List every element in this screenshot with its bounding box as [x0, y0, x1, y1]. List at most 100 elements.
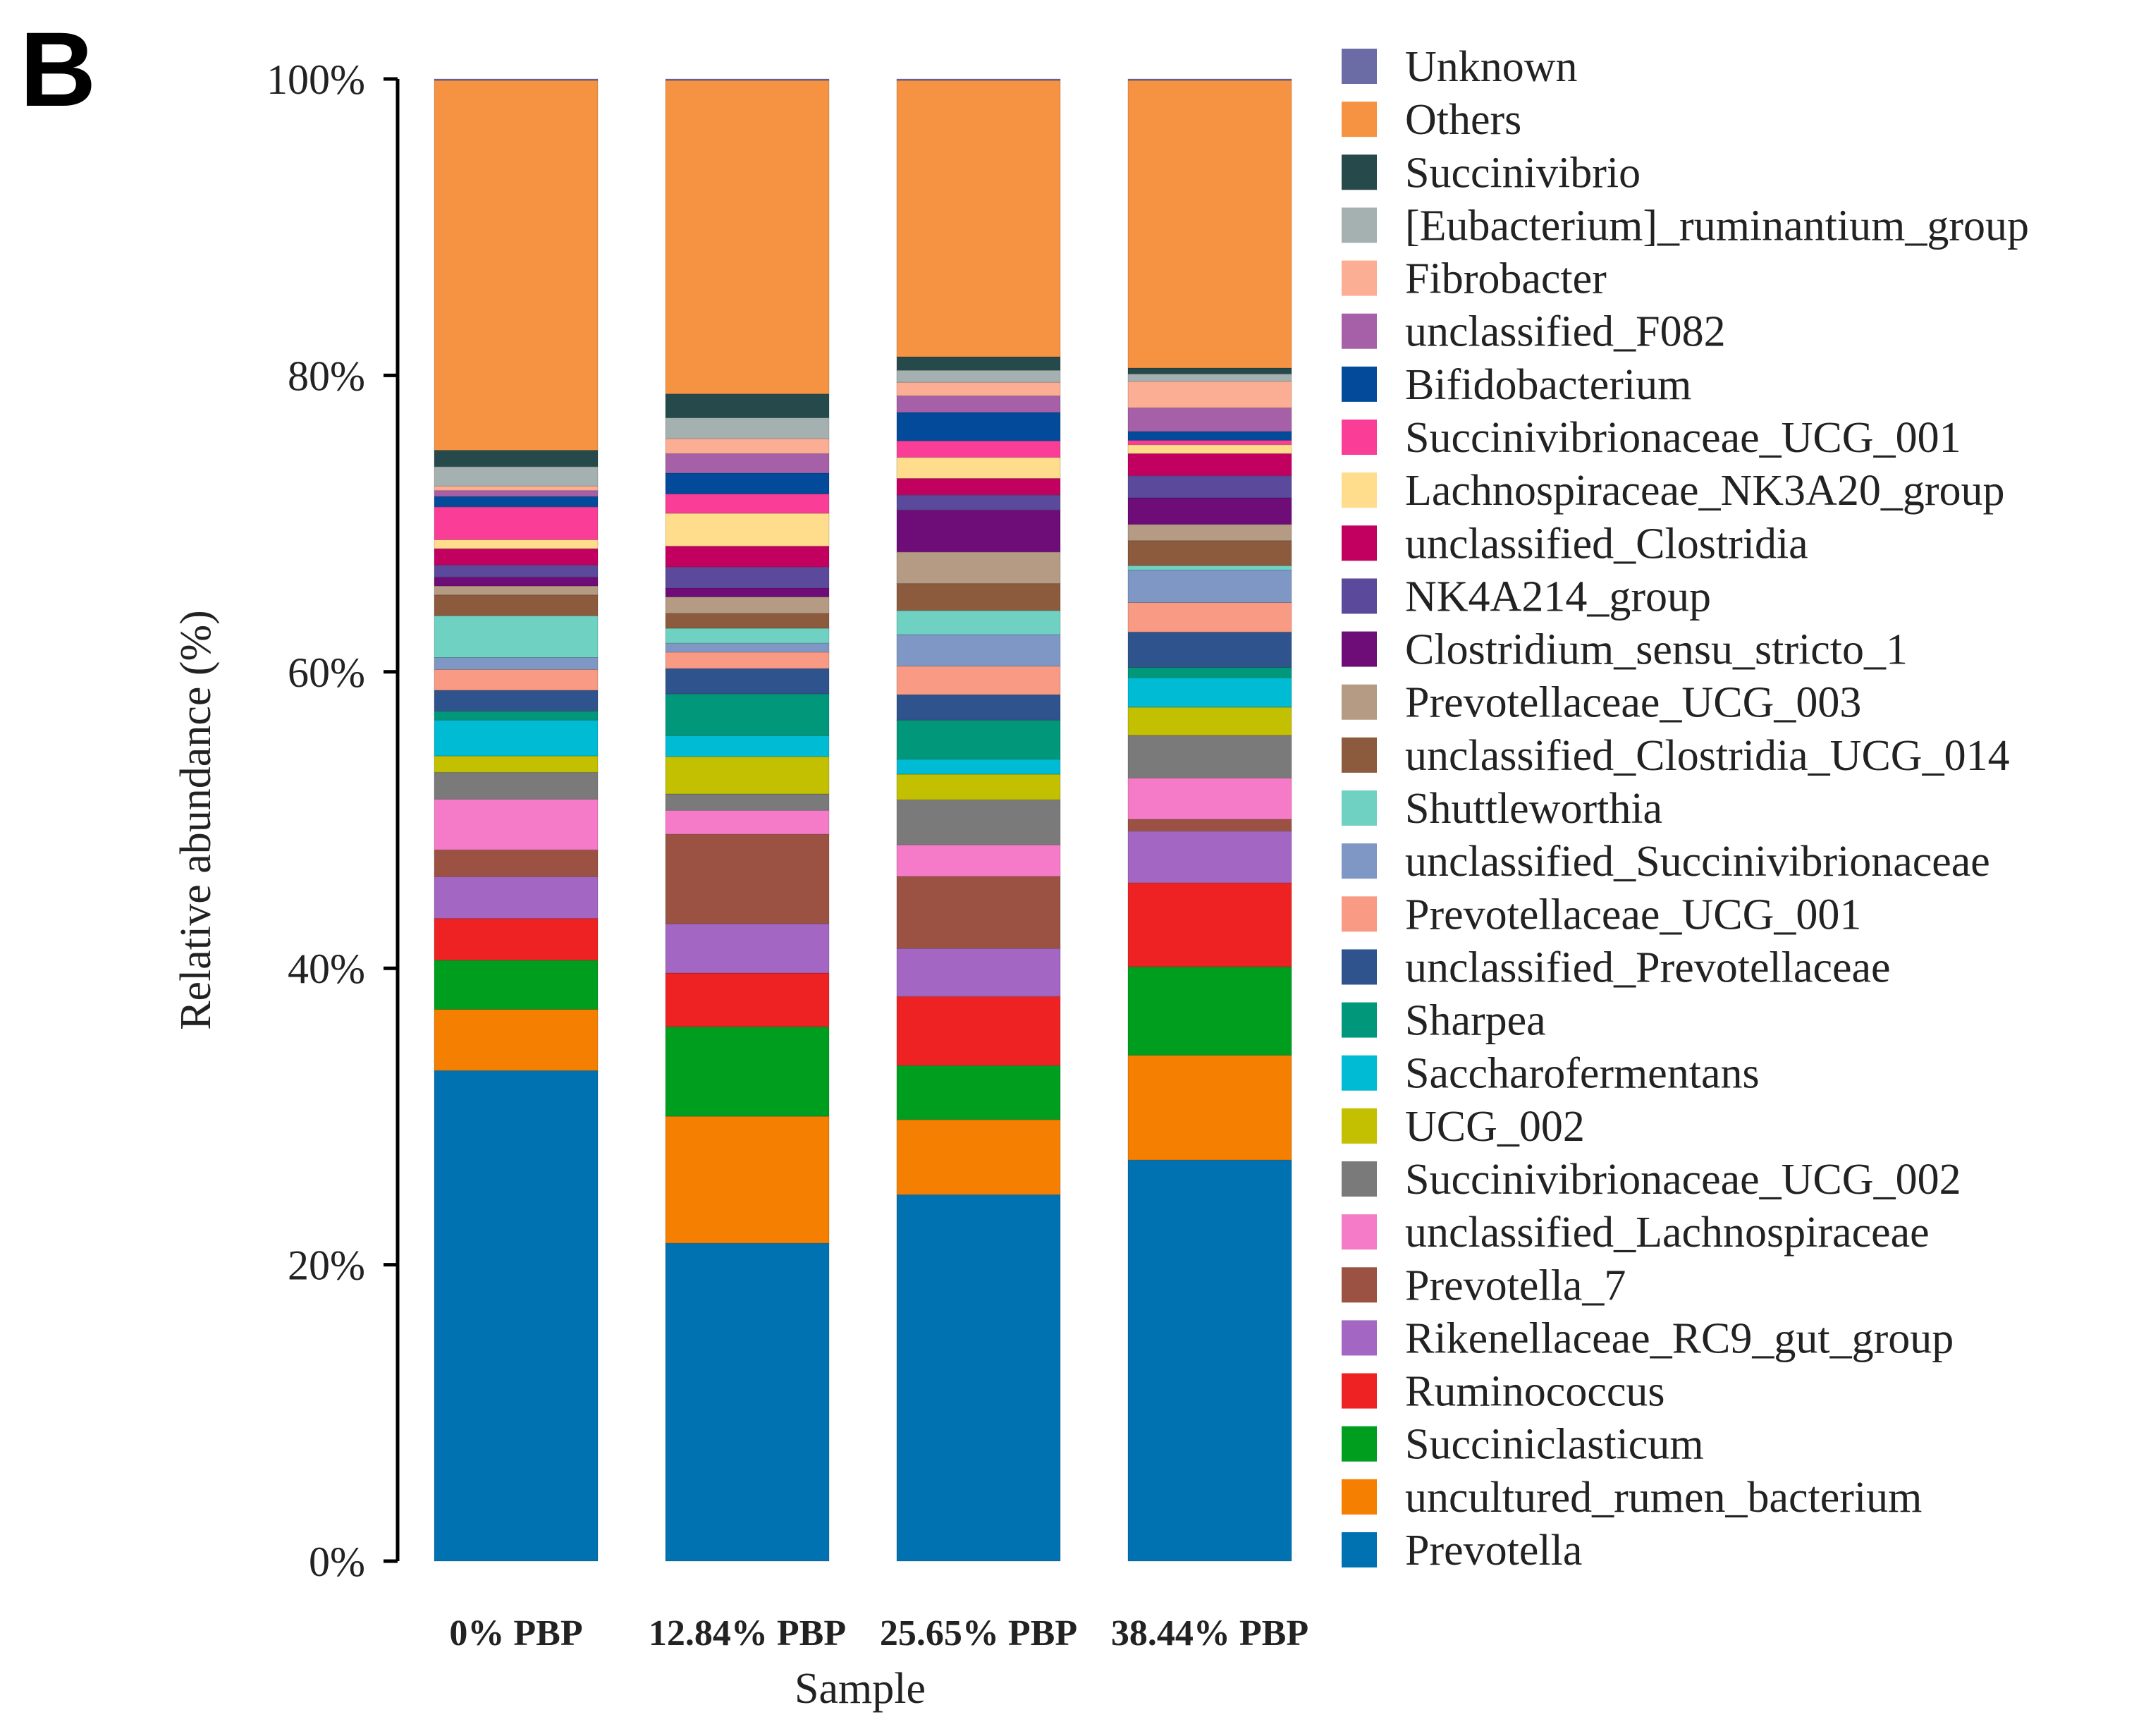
bar-segment	[665, 642, 830, 653]
legend: Unknown Others Succinivibrio [Eubacterium]_…	[1342, 43, 2029, 1575]
bar-segment	[1127, 819, 1292, 832]
bar-segment	[1127, 831, 1292, 884]
bar-segment	[434, 450, 599, 467]
legend-label: Lachnospiraceae_NK3A20_group	[1405, 467, 2004, 515]
bar-segment	[434, 490, 599, 497]
legend-label: Shuttleworthia	[1405, 785, 1662, 833]
bar-segment	[665, 628, 830, 644]
bar-segment	[1127, 453, 1292, 477]
bar-segment	[434, 496, 599, 508]
bar-segment	[896, 634, 1061, 667]
bar-segment	[896, 583, 1061, 611]
bar-segment	[434, 539, 599, 549]
bar-segment	[896, 395, 1061, 413]
bar-segment	[1127, 381, 1292, 408]
bar-segment	[665, 80, 830, 395]
x-tick-label: 12.84% PBP	[649, 1613, 846, 1654]
bar-segment	[665, 438, 830, 454]
bar-segment	[434, 78, 599, 81]
bar-segment	[665, 1026, 830, 1117]
bar-segment	[896, 799, 1061, 845]
legend-label: [Eubacterium]_ruminantium_group	[1405, 202, 2029, 250]
legend-label: unclassified_Succinivibrionaceae	[1405, 838, 1990, 886]
bar-segment	[434, 876, 599, 919]
y-tick-label: 40%	[288, 946, 365, 992]
legend-swatch	[1342, 1055, 1377, 1091]
bar-segment	[896, 80, 1061, 357]
bar-segment	[1127, 966, 1292, 1056]
bar-segment	[896, 719, 1061, 760]
bar-segment	[665, 493, 830, 514]
legend-label: Unknown	[1405, 43, 1578, 91]
bar-segment	[665, 597, 830, 614]
bar-segment	[665, 453, 830, 474]
bar-segment	[896, 457, 1061, 479]
legend-label: Prevotella_7	[1405, 1261, 1626, 1309]
bar-segment	[896, 948, 1061, 997]
legend-label: Prevotellaceae_UCG_003	[1405, 679, 1861, 727]
bar-segment	[665, 923, 830, 974]
x-tick-label: 0% PBP	[449, 1613, 582, 1654]
bar-segment	[1127, 444, 1292, 454]
bar-segment	[896, 356, 1061, 371]
bar-segment	[896, 610, 1061, 635]
bar-segment	[665, 587, 830, 598]
bar-segment	[1127, 735, 1292, 778]
legend-label: Bifidobacterium	[1405, 361, 1691, 409]
bar-segment	[665, 1115, 830, 1244]
legend-swatch	[1342, 207, 1377, 243]
bar-segment	[665, 613, 830, 629]
y-tick-label: 100%	[266, 56, 365, 103]
bar-segment	[665, 417, 830, 439]
legend-swatch	[1342, 1532, 1377, 1567]
legend-label: Prevotella	[1405, 1527, 1582, 1575]
bar-segment	[1127, 1055, 1292, 1161]
legend-label: Saccharofermentans	[1405, 1050, 1760, 1098]
legend-label: Succinivibrionaceae_UCG_002	[1405, 1156, 1961, 1204]
bar-segment	[896, 381, 1061, 396]
legend-label: Fibrobacter	[1405, 255, 1607, 303]
x-tick-label: 38.44% PBP	[1111, 1613, 1308, 1654]
bar-segment	[665, 393, 830, 419]
bar-segment	[434, 918, 599, 961]
y-axis-title: Relative abundance (%)	[172, 610, 220, 1030]
legend-label: Succinivibrionaceae_UCG_001	[1405, 414, 1961, 462]
bar-segment	[665, 78, 830, 81]
bar-segment	[896, 369, 1061, 383]
bar-segment	[434, 798, 599, 850]
bar-segment	[665, 735, 830, 757]
bar-segment	[896, 78, 1061, 81]
legend-swatch	[1342, 790, 1377, 826]
legend-swatch	[1342, 843, 1377, 879]
y-tick-label: 60%	[288, 649, 365, 696]
bar-segment	[1127, 667, 1292, 678]
legend-label: Sharpea	[1405, 997, 1546, 1045]
bar-segment	[1127, 497, 1292, 525]
bar-segment	[1127, 707, 1292, 736]
bar-segment	[434, 771, 599, 800]
bar-segment	[434, 656, 599, 670]
x-tick-label: 25.65% PBP	[880, 1613, 1077, 1654]
bar-segment	[1127, 1159, 1292, 1562]
legend-label: uncultured_rumen_bacterium	[1405, 1474, 1922, 1522]
bar-segment	[1127, 407, 1292, 432]
legend-label: unclassified_Clostridia_UCG_014	[1405, 732, 2010, 780]
bar-segment	[1127, 601, 1292, 632]
bar-segment	[434, 594, 599, 616]
legend-swatch	[1342, 313, 1377, 349]
legend-label: Succiniclasticum	[1405, 1421, 1704, 1469]
legend-swatch	[1342, 578, 1377, 614]
bar-segment	[434, 849, 599, 877]
legend-label: NK4A214_group	[1405, 573, 1711, 621]
bar-segment	[1127, 439, 1292, 446]
x-tick-labels: 0% PBP 12.84% PBP 25.65% PBP 38.44% PBP	[449, 1613, 1308, 1654]
legend-label: Clostridium_sensu_stricto_1	[1405, 626, 1908, 674]
legend-swatch	[1342, 102, 1377, 137]
bar-segment	[665, 793, 830, 811]
bar-segment	[434, 564, 599, 577]
bar-segment	[896, 694, 1061, 721]
bar-segment	[434, 576, 599, 587]
legend-label: Others	[1405, 96, 1521, 144]
y-tick-label: 20%	[288, 1242, 365, 1289]
legend-swatch	[1342, 472, 1377, 508]
